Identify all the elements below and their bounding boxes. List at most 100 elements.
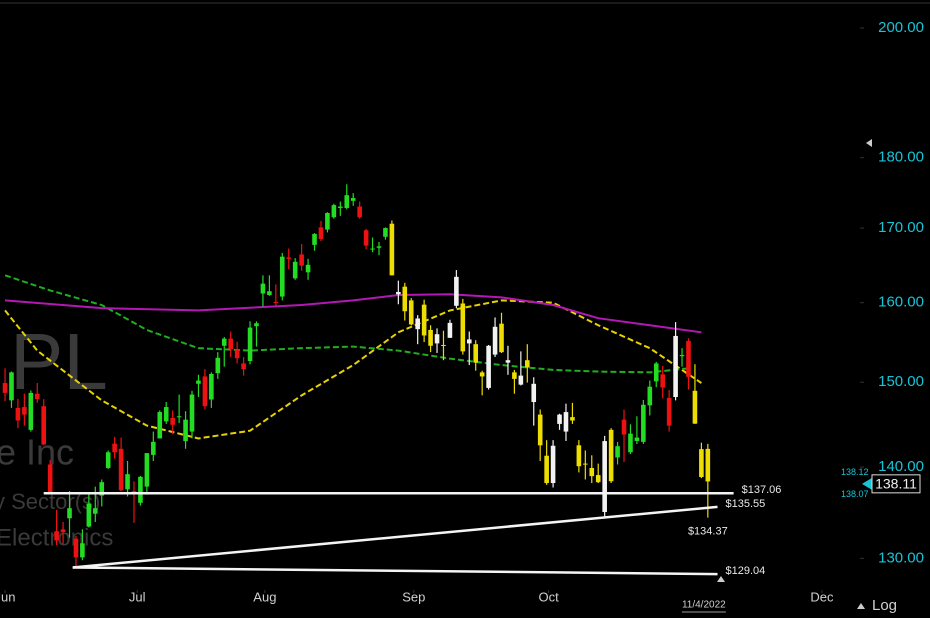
candle-body [196, 380, 201, 384]
candle-body [215, 357, 221, 374]
candle-body [460, 303, 466, 352]
last-price-box [871, 474, 921, 494]
candle-body [221, 338, 227, 346]
y-tick-label: 160.00 [878, 294, 924, 311]
candle-body [170, 417, 175, 425]
candle-body [518, 375, 524, 385]
candle-body [299, 254, 304, 266]
candle-body [653, 363, 659, 382]
candle-body [621, 419, 627, 435]
candle-body [660, 374, 665, 388]
candle-body [157, 412, 163, 439]
candle-body [67, 508, 72, 519]
x-tick-label: Jun [0, 589, 16, 604]
candle-body [2, 382, 8, 393]
x-tick-label: Dec [810, 589, 834, 604]
candle-body [634, 437, 640, 442]
candle-body [176, 416, 182, 418]
candle-body [254, 323, 259, 327]
candle-body [292, 261, 298, 279]
candle-body [628, 433, 633, 453]
candle-body [415, 318, 420, 330]
candle-body [492, 326, 498, 355]
y-tick-label: 130.00 [878, 549, 924, 566]
candle-body [589, 467, 595, 477]
candle-body [279, 256, 285, 297]
candle-body [47, 464, 53, 493]
marker-triangle [866, 139, 872, 147]
candle-body [247, 327, 253, 362]
candle-body [544, 455, 549, 484]
candle-body [486, 345, 491, 388]
x-tick-label: Oct [538, 589, 559, 604]
candle-body [641, 404, 646, 442]
moving-average [4, 299, 702, 440]
candle-body [144, 453, 150, 487]
candle-body [537, 414, 543, 446]
candle-body [260, 283, 266, 294]
y-tick-label: 140.00 [878, 458, 924, 475]
trend-line [72, 566, 718, 576]
candle-body [286, 257, 292, 259]
trend-line [72, 505, 718, 569]
candle-body [673, 335, 678, 398]
candle-body [389, 223, 395, 276]
candle-body [86, 503, 92, 527]
candle-body [73, 538, 79, 558]
y-tick-label: 150.00 [878, 373, 924, 390]
candle-body [183, 419, 188, 442]
candle-body [396, 291, 401, 295]
candle-body [602, 441, 607, 512]
candle-body [441, 344, 446, 346]
candle-body [350, 198, 356, 201]
candle-body [550, 445, 556, 484]
candle-body [402, 286, 408, 312]
last-price-arrow [862, 477, 872, 490]
candle-body [499, 323, 504, 353]
candle-body [473, 344, 479, 363]
candle-body [479, 372, 485, 377]
candle-body [615, 446, 620, 458]
marker-triangle [717, 576, 725, 582]
candle-body [202, 376, 208, 407]
scale-label[interactable]: Log [872, 597, 897, 614]
candle-body [267, 291, 272, 296]
candle-body [357, 206, 362, 218]
candle-body [666, 397, 672, 426]
candle-body [138, 476, 143, 503]
candle-body [125, 474, 130, 490]
candle-body [312, 233, 317, 245]
candle-body [383, 228, 388, 237]
candle-body [41, 406, 47, 445]
candle-body [15, 407, 21, 421]
candle-body [512, 372, 517, 379]
last-price-label: 138.11 [875, 476, 917, 492]
candle-body [9, 372, 14, 401]
candle-body [531, 383, 537, 403]
x-tick-label: Jul [129, 589, 146, 604]
candle-body [647, 386, 653, 406]
candle-body [209, 373, 214, 400]
candle-body [118, 448, 124, 491]
candle-body [563, 412, 569, 432]
moving-average [4, 293, 702, 334]
x-tick-label: Aug [253, 589, 276, 604]
candle-body [28, 392, 34, 430]
ask-label: 138.12 [841, 467, 869, 477]
candle-body [595, 475, 601, 483]
candle-body [151, 441, 156, 455]
candle-body [80, 543, 85, 558]
candle-body [583, 463, 588, 465]
candle-body [408, 300, 414, 325]
candle-body [370, 248, 375, 250]
candle-body [447, 322, 453, 338]
candle-body [189, 394, 195, 432]
candle-body [163, 407, 169, 422]
watermark-name: e Inc [0, 432, 74, 473]
moving-average [4, 274, 689, 374]
candle-body [112, 443, 117, 453]
candle-body [234, 349, 240, 359]
x-tick-label: Sep [402, 589, 425, 604]
